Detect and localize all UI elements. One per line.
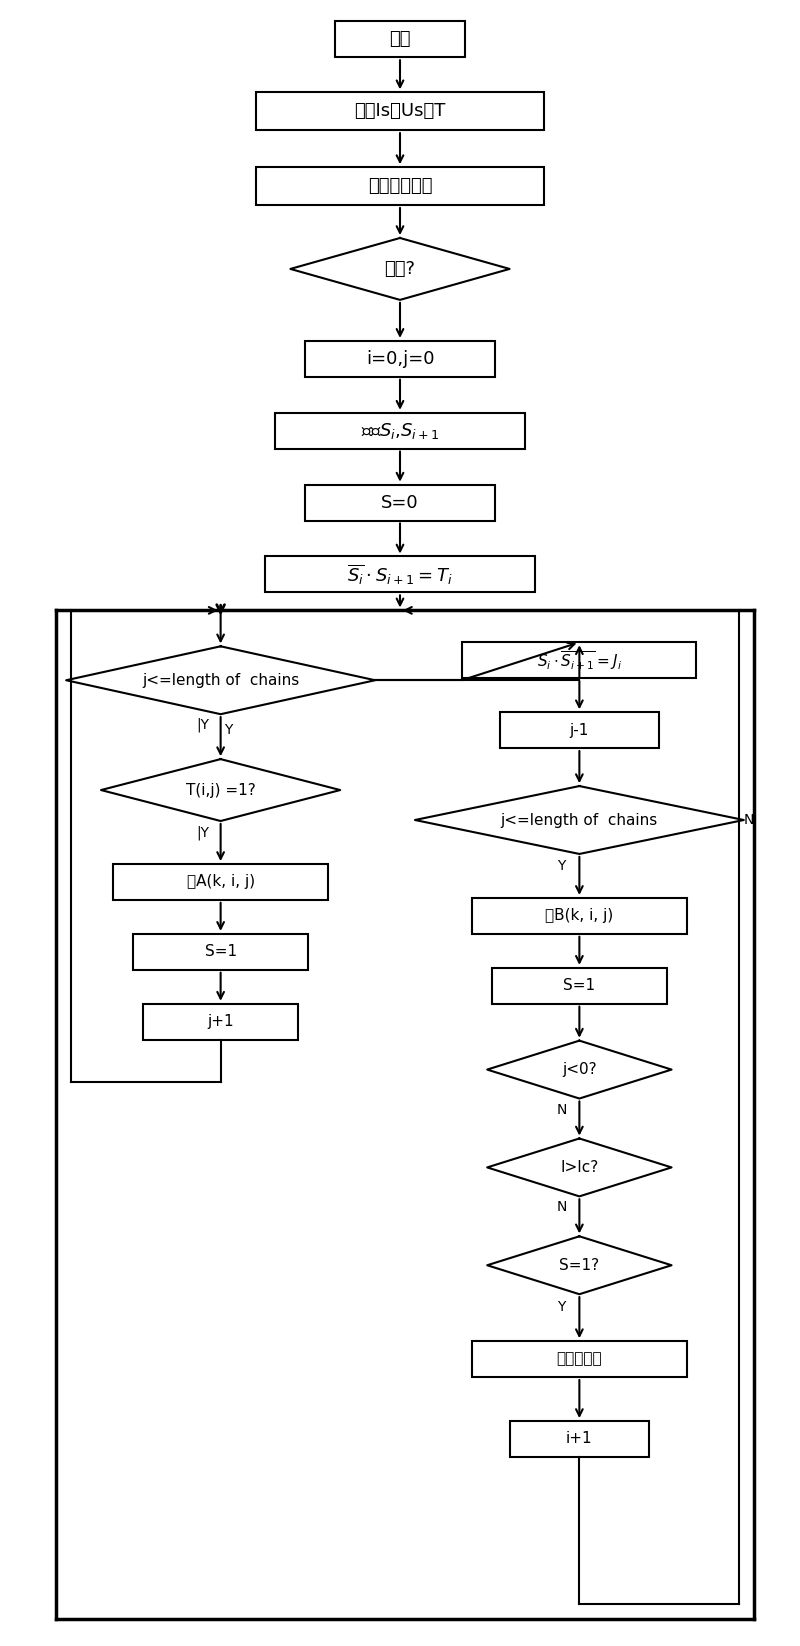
Bar xyxy=(275,413,525,449)
Text: N: N xyxy=(556,1200,566,1215)
Bar xyxy=(492,968,666,1004)
Bar xyxy=(306,484,494,520)
Text: i+1: i+1 xyxy=(566,1432,593,1447)
Text: j<=length of  chains: j<=length of chains xyxy=(142,673,299,688)
Text: Y: Y xyxy=(558,859,566,872)
Text: |Y: |Y xyxy=(196,826,209,839)
Bar xyxy=(500,713,659,749)
Text: j<=length of  chains: j<=length of chains xyxy=(501,813,658,828)
Bar xyxy=(306,341,494,377)
Text: 存A(k, i, j): 存A(k, i, j) xyxy=(186,874,254,889)
Text: I>Ic?: I>Ic? xyxy=(560,1160,598,1175)
Bar xyxy=(472,1341,686,1378)
Text: 存B(k, i, j): 存B(k, i, j) xyxy=(546,909,614,923)
Text: Y: Y xyxy=(225,723,233,737)
Bar xyxy=(472,897,686,933)
Text: 开始?: 开始? xyxy=(385,260,415,278)
Text: |Y: |Y xyxy=(196,718,209,732)
Text: Y: Y xyxy=(558,1300,566,1314)
Bar xyxy=(266,556,534,593)
Text: 读入$S_i$,$S_{i+1}$: 读入$S_i$,$S_{i+1}$ xyxy=(361,421,439,441)
Text: $S_i\cdot\overline{S_{i+1}}=J_i$: $S_i\cdot\overline{S_{i+1}}=J_i$ xyxy=(537,649,622,672)
Text: j+1: j+1 xyxy=(207,1014,234,1029)
Text: 开始: 开始 xyxy=(390,30,410,48)
Text: S=1: S=1 xyxy=(563,978,595,993)
Text: T(i,j) =1?: T(i,j) =1? xyxy=(186,782,255,798)
Text: N: N xyxy=(743,813,754,826)
Text: $\overline{S_i}\cdot S_{i+1}=T_i$: $\overline{S_i}\cdot S_{i+1}=T_i$ xyxy=(347,563,453,586)
Bar xyxy=(134,933,308,969)
Polygon shape xyxy=(415,787,744,854)
Text: 重载测试码: 重载测试码 xyxy=(557,1351,602,1366)
Text: 写入测试向量: 写入测试向量 xyxy=(368,178,432,196)
Text: N: N xyxy=(556,1103,566,1116)
Text: 设置Is、Us、T: 设置Is、Us、T xyxy=(354,102,446,120)
Bar xyxy=(510,1420,649,1457)
Text: S=1: S=1 xyxy=(205,945,237,960)
Bar xyxy=(462,642,697,678)
Text: S=1?: S=1? xyxy=(559,1258,599,1272)
Polygon shape xyxy=(487,1236,671,1294)
Bar xyxy=(114,864,328,900)
Polygon shape xyxy=(487,1139,671,1197)
Text: i=0,j=0: i=0,j=0 xyxy=(366,351,434,367)
Text: j-1: j-1 xyxy=(570,723,589,737)
Text: S=0: S=0 xyxy=(381,494,419,512)
Polygon shape xyxy=(101,759,340,821)
Polygon shape xyxy=(487,1040,671,1098)
Bar xyxy=(143,1004,298,1040)
Text: j<0?: j<0? xyxy=(562,1062,597,1076)
Polygon shape xyxy=(66,647,375,714)
Bar xyxy=(255,168,545,206)
Bar xyxy=(335,21,465,58)
Bar xyxy=(255,92,545,130)
Polygon shape xyxy=(290,239,510,300)
